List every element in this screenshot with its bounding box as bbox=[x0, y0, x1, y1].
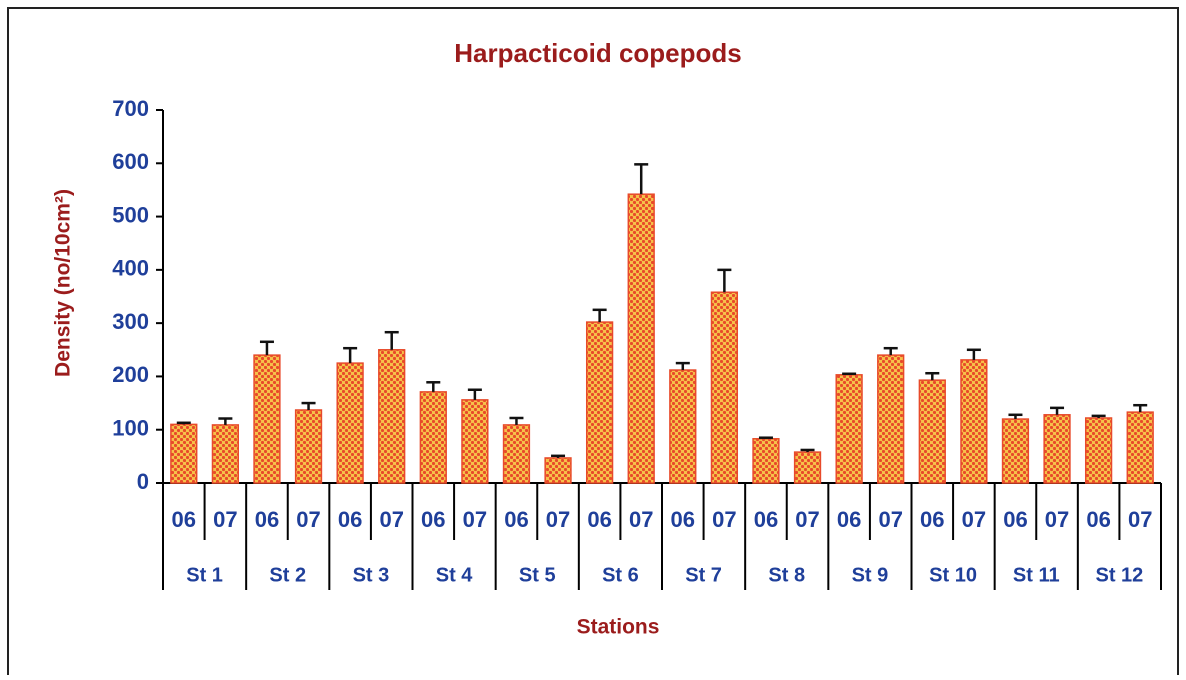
bar bbox=[793, 451, 822, 484]
x-tick-label: 07 bbox=[379, 507, 403, 532]
error-bar bbox=[1133, 403, 1148, 413]
y-tick-label: 700 bbox=[112, 96, 149, 121]
y-tick-label: 400 bbox=[112, 256, 149, 281]
y-tick-label: 500 bbox=[112, 202, 149, 227]
x-tick-label: 07 bbox=[546, 507, 570, 532]
bar bbox=[1001, 418, 1030, 484]
group-label: St 11 bbox=[1013, 564, 1060, 586]
error-bar bbox=[800, 448, 815, 453]
bar bbox=[752, 438, 780, 484]
error-bar bbox=[925, 371, 940, 381]
x-tick-label: 07 bbox=[213, 507, 237, 532]
bar bbox=[1043, 414, 1071, 484]
group-label: St 7 bbox=[685, 564, 722, 586]
bar bbox=[669, 369, 697, 484]
x-tick-label: 06 bbox=[255, 507, 279, 532]
bar bbox=[585, 321, 614, 484]
x-tick-label: 07 bbox=[878, 507, 902, 532]
y-tick-label: 200 bbox=[112, 362, 149, 387]
bar bbox=[544, 457, 572, 484]
y-tick-label: 0 bbox=[137, 469, 149, 494]
error-bar bbox=[176, 421, 191, 425]
group-label: St 6 bbox=[602, 564, 639, 586]
error-bar bbox=[218, 417, 233, 425]
x-tick-label: 06 bbox=[671, 507, 695, 532]
x-tick-label: 07 bbox=[962, 507, 986, 532]
error-bar bbox=[634, 163, 649, 195]
error-bar bbox=[551, 454, 566, 458]
x-tick-label: 07 bbox=[463, 507, 487, 532]
bar bbox=[502, 424, 531, 484]
x-tick-label: 07 bbox=[1128, 507, 1152, 532]
bar bbox=[336, 362, 364, 484]
x-tick-label: 07 bbox=[712, 507, 736, 532]
bar bbox=[211, 424, 240, 484]
bar bbox=[877, 354, 905, 484]
bar bbox=[294, 409, 323, 484]
y-tick-label: 300 bbox=[112, 309, 149, 334]
group-label: St 1 bbox=[186, 564, 223, 586]
error-bar bbox=[1091, 414, 1106, 418]
x-tick-label: 06 bbox=[172, 507, 196, 532]
frame bbox=[7, 7, 1179, 680]
x-tick-label: 06 bbox=[587, 507, 611, 532]
error-bar bbox=[384, 330, 399, 350]
error-bar bbox=[883, 346, 898, 356]
bar bbox=[835, 374, 863, 484]
group-label: St 10 bbox=[929, 564, 977, 586]
group-label: St 12 bbox=[1096, 564, 1144, 586]
error-bar bbox=[467, 388, 482, 400]
group-label: St 3 bbox=[353, 564, 390, 586]
x-tick-label: 06 bbox=[338, 507, 362, 532]
x-tick-label: 06 bbox=[754, 507, 778, 532]
bar bbox=[461, 399, 489, 484]
error-bar bbox=[509, 416, 524, 425]
error-bar bbox=[758, 436, 773, 439]
x-tick-label: 06 bbox=[504, 507, 528, 532]
bar bbox=[253, 354, 281, 484]
group-label: St 2 bbox=[269, 564, 306, 586]
x-tick-label: 07 bbox=[795, 507, 819, 532]
error-bar bbox=[426, 381, 441, 392]
x-tick-label: 07 bbox=[296, 507, 320, 532]
x-tick-label: 06 bbox=[920, 507, 944, 532]
bar bbox=[710, 291, 739, 484]
error-bar bbox=[1050, 406, 1065, 415]
x-tick-label: 06 bbox=[1003, 507, 1027, 532]
chart-title: Harpacticoid copepods bbox=[454, 38, 742, 68]
group-label: St 5 bbox=[519, 564, 556, 586]
error-bar bbox=[301, 401, 316, 410]
y-axis-title: Density (no/10cm²) bbox=[52, 189, 75, 377]
x-tick-label: 06 bbox=[421, 507, 445, 532]
y-tick-label: 100 bbox=[112, 416, 149, 441]
group-label: St 4 bbox=[436, 564, 474, 586]
error-bar bbox=[343, 346, 358, 364]
x-axis-title: Stations bbox=[577, 616, 660, 639]
x-tick-label: 06 bbox=[1086, 507, 1110, 532]
error-bar bbox=[259, 340, 274, 356]
bar bbox=[627, 193, 655, 484]
error-bar bbox=[966, 348, 981, 360]
y-tick-label: 600 bbox=[112, 149, 149, 174]
bar bbox=[918, 379, 946, 484]
error-bar bbox=[842, 372, 857, 376]
group-label: St 9 bbox=[852, 564, 889, 586]
bar bbox=[960, 359, 988, 484]
error-bar bbox=[675, 361, 690, 371]
x-tick-label: 07 bbox=[629, 507, 653, 532]
bar bbox=[1126, 411, 1154, 484]
bar bbox=[1084, 417, 1113, 484]
bar bbox=[419, 391, 447, 484]
x-tick-label: 07 bbox=[1045, 507, 1069, 532]
bar bbox=[170, 423, 198, 484]
group-label: St 8 bbox=[768, 564, 805, 586]
error-bar bbox=[717, 268, 732, 293]
error-bar bbox=[1008, 413, 1023, 420]
error-bar bbox=[592, 308, 607, 323]
bar bbox=[378, 349, 406, 484]
x-tick-label: 06 bbox=[837, 507, 861, 532]
